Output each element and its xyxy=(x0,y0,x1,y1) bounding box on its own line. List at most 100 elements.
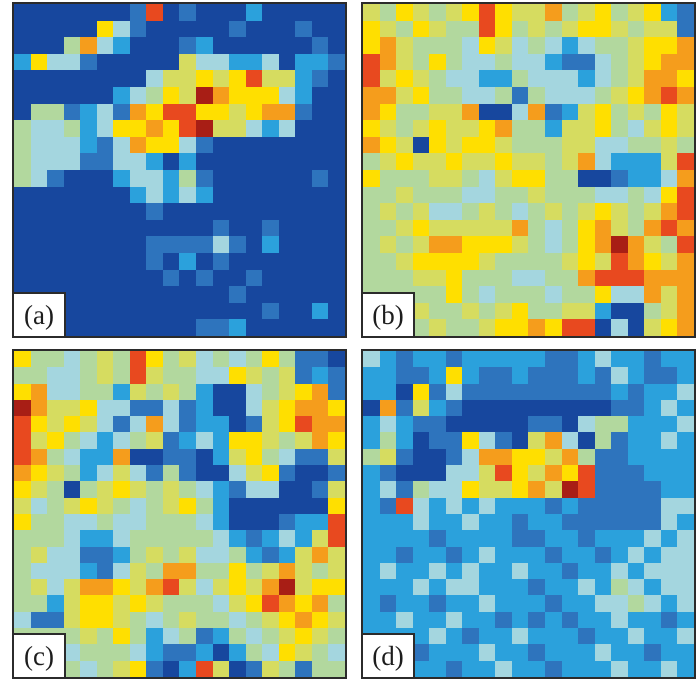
heatmap-cell xyxy=(429,351,446,368)
heatmap-cell xyxy=(311,448,329,466)
heatmap-cell xyxy=(278,481,296,498)
heatmap-cell xyxy=(445,481,463,498)
heatmap-cell xyxy=(412,546,430,563)
heatmap-cell xyxy=(545,465,562,482)
heatmap-cell xyxy=(660,432,678,449)
heatmap-cell xyxy=(462,351,479,368)
heatmap-cell xyxy=(229,186,246,204)
heatmap-cell xyxy=(113,465,130,482)
heatmap-cell xyxy=(396,236,413,253)
heatmap-cell xyxy=(129,595,147,612)
heatmap-cell xyxy=(14,236,31,253)
heatmap-cell xyxy=(278,186,296,204)
heatmap-cell xyxy=(478,170,496,187)
heatmap-cell xyxy=(478,253,496,270)
heatmap-cell xyxy=(528,186,546,204)
heatmap-cell xyxy=(295,70,312,87)
heatmap-cell xyxy=(63,269,81,287)
heatmap-cell xyxy=(478,319,496,336)
heatmap-cell xyxy=(462,103,479,121)
heatmap-cell xyxy=(129,153,147,170)
heatmap-cell xyxy=(212,203,230,220)
heatmap-cell xyxy=(578,302,595,320)
heatmap-cell xyxy=(363,203,380,220)
heatmap-cell xyxy=(445,595,463,612)
heatmap-cell xyxy=(627,153,645,170)
heatmap-cell xyxy=(627,20,645,38)
heatmap-cell xyxy=(561,595,579,612)
heatmap-cell xyxy=(47,416,64,433)
heatmap-cell xyxy=(495,219,512,237)
heatmap-cell xyxy=(677,399,694,417)
heatmap-cell xyxy=(14,351,31,368)
heatmap-cell xyxy=(30,136,48,154)
heatmap-cell xyxy=(545,351,562,368)
heatmap-cell xyxy=(561,153,579,170)
heatmap-cell xyxy=(212,4,230,21)
heatmap-cell xyxy=(146,416,163,433)
heatmap-cell xyxy=(545,611,562,629)
heatmap-cell xyxy=(245,286,263,303)
heatmap-cell xyxy=(212,302,230,320)
heatmap-cell xyxy=(328,513,345,531)
heatmap-grid-a xyxy=(14,4,345,336)
heatmap-cell xyxy=(578,37,595,54)
heatmap-cell xyxy=(295,546,312,563)
heatmap-cell xyxy=(644,153,661,170)
heatmap-cell xyxy=(528,530,546,547)
heatmap-cell xyxy=(179,120,197,137)
heatmap-cell xyxy=(229,660,246,677)
heatmap-cell xyxy=(14,367,31,384)
heatmap-cell xyxy=(412,367,430,384)
heatmap-cell xyxy=(462,416,479,433)
heatmap-cell xyxy=(229,286,246,303)
heatmap-cell xyxy=(146,120,163,137)
heatmap-cell xyxy=(429,628,446,645)
heatmap-cell xyxy=(162,465,180,482)
heatmap-cell xyxy=(245,103,263,121)
heatmap-cell xyxy=(644,302,661,320)
heatmap-cell xyxy=(660,416,678,433)
heatmap-cell xyxy=(594,399,612,417)
heatmap-cell xyxy=(96,660,114,677)
heatmap-cell xyxy=(311,530,329,547)
heatmap-cell xyxy=(660,103,678,121)
heatmap-cell xyxy=(594,513,612,531)
heatmap-cell xyxy=(96,497,114,514)
heatmap-cell xyxy=(278,595,296,612)
heatmap-cell xyxy=(196,416,213,433)
heatmap-cell xyxy=(14,136,31,154)
heatmap-cell xyxy=(311,611,329,629)
heatmap-cell xyxy=(146,37,163,54)
heatmap-cell xyxy=(47,546,64,563)
heatmap-cell xyxy=(96,302,114,320)
heatmap-cell xyxy=(14,465,31,482)
heatmap-cell xyxy=(412,399,430,417)
heatmap-cell xyxy=(47,186,64,204)
heatmap-cell xyxy=(113,70,130,87)
heatmap-cell xyxy=(528,53,546,71)
heatmap-cell xyxy=(445,546,463,563)
heatmap-cell xyxy=(379,367,397,384)
heatmap-cell xyxy=(295,153,312,170)
heatmap-cell xyxy=(295,302,312,320)
heatmap-cell xyxy=(495,269,512,287)
heatmap-cell xyxy=(129,269,147,287)
heatmap-cell xyxy=(644,497,661,514)
heatmap-cell xyxy=(311,153,329,170)
heatmap-cell xyxy=(462,186,479,204)
heatmap-cell xyxy=(363,448,380,466)
heatmap-cell xyxy=(129,351,147,368)
heatmap-cell xyxy=(462,513,479,531)
heatmap-cell xyxy=(611,383,628,400)
heatmap-cell xyxy=(311,269,329,287)
heatmap-cell xyxy=(295,203,312,220)
heatmap-cell xyxy=(462,497,479,514)
heatmap-cell xyxy=(162,20,180,38)
heatmap-cell xyxy=(113,383,130,400)
heatmap-cell xyxy=(196,319,213,336)
heatmap-cell xyxy=(611,286,628,303)
heatmap-cell xyxy=(379,595,397,612)
heatmap-cell xyxy=(396,203,413,220)
heatmap-cell xyxy=(162,103,180,121)
